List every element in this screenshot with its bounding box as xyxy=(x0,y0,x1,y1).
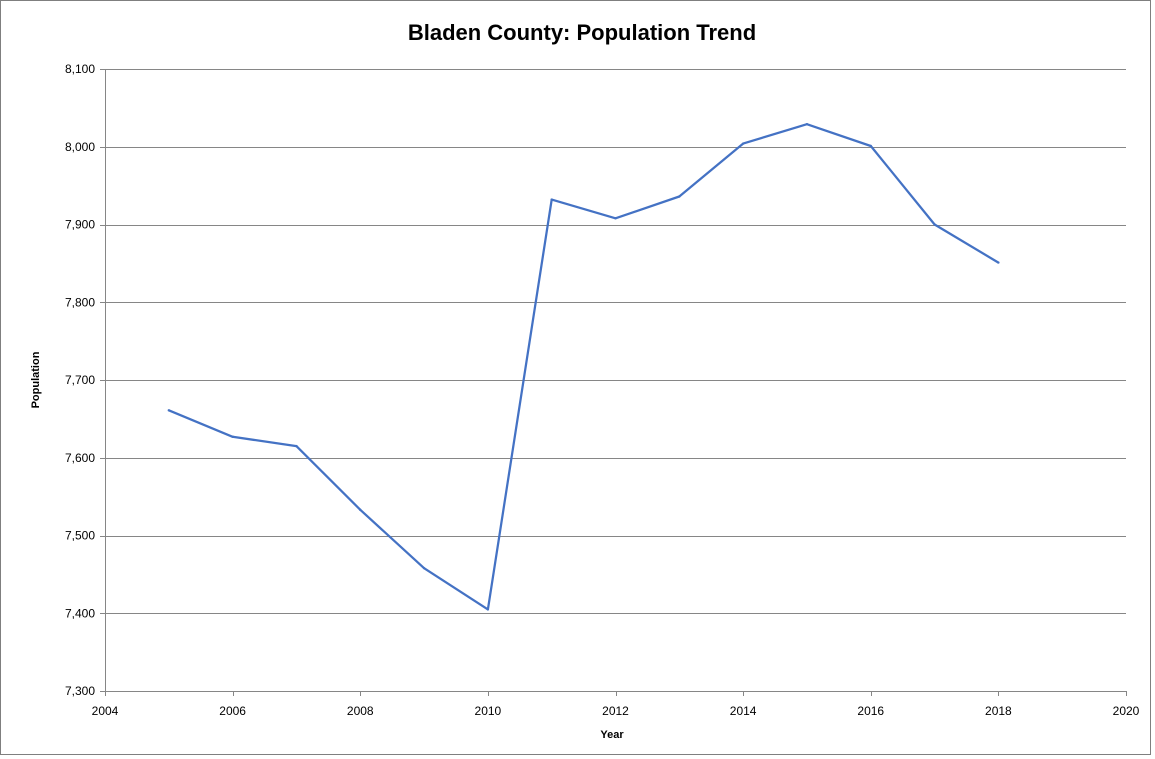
x-tick-label: 2008 xyxy=(347,704,374,718)
y-tick-label: 8,100 xyxy=(65,62,95,76)
x-tick-label: 2014 xyxy=(730,704,757,718)
x-tick-label: 2018 xyxy=(985,704,1012,718)
data-point xyxy=(805,123,809,126)
x-tick-label: 2016 xyxy=(857,704,884,718)
data-point xyxy=(614,217,617,220)
x-axis-title: Year xyxy=(600,729,624,741)
data-point xyxy=(678,195,681,198)
y-tick-label: 7,700 xyxy=(65,373,95,387)
x-tick-label: 2006 xyxy=(219,704,246,718)
data-point xyxy=(295,444,298,448)
data-point xyxy=(486,608,490,611)
y-axis-title: Population xyxy=(30,351,42,408)
x-tick-label: 2004 xyxy=(92,704,119,718)
x-tick-label: 2012 xyxy=(602,704,629,718)
x-tick-label: 2010 xyxy=(475,704,502,718)
series-line xyxy=(168,123,999,611)
data-point xyxy=(550,198,553,201)
data-point xyxy=(422,566,426,570)
gridlines xyxy=(105,69,1126,614)
y-tick-label: 7,400 xyxy=(65,606,95,620)
y-tick-label: 7,900 xyxy=(65,218,95,232)
data-point xyxy=(933,223,936,226)
tick-labels: 7,300 7,400 7,500 7,600 7,700 7,800 7,900 8,000… xyxy=(65,62,1140,718)
y-tick-label: 8,000 xyxy=(65,140,95,154)
y-tick-label: 7,500 xyxy=(65,529,95,543)
data-point xyxy=(167,409,171,412)
axes xyxy=(100,69,1127,696)
x-tick-label: 2020 xyxy=(1113,704,1140,718)
data-point xyxy=(997,261,1000,264)
series-layer xyxy=(167,123,1000,611)
data-point xyxy=(741,142,745,145)
y-tick-label: 7,300 xyxy=(65,684,95,698)
data-point xyxy=(359,508,362,512)
data-point xyxy=(231,435,234,438)
data-point xyxy=(869,144,872,148)
chart-title: Bladen County: Population Trend xyxy=(408,20,756,45)
y-tick-label: 7,800 xyxy=(65,295,95,309)
y-tick-label: 7,600 xyxy=(65,451,95,465)
